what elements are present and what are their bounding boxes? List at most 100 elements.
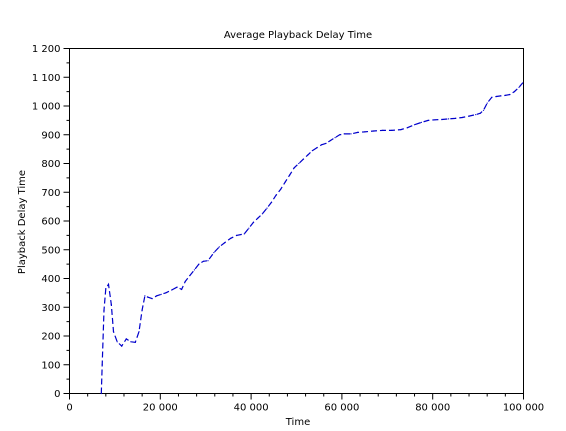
data-point bbox=[434, 119, 436, 121]
data-point bbox=[156, 295, 158, 297]
data-point bbox=[293, 167, 295, 169]
data-point bbox=[339, 134, 341, 136]
data-point bbox=[454, 117, 456, 119]
y-tick-label: 300 bbox=[41, 303, 60, 314]
series-group bbox=[100, 82, 524, 395]
data-point bbox=[461, 116, 463, 119]
y-tick-label: 700 bbox=[41, 188, 60, 199]
data-point bbox=[189, 275, 191, 277]
x-tick-label: 0 bbox=[66, 403, 72, 414]
x-tick-label: 100 000 bbox=[503, 403, 544, 414]
data-point bbox=[475, 114, 477, 116]
data-point bbox=[420, 121, 422, 123]
y-tick-label: 400 bbox=[41, 274, 60, 285]
data-point bbox=[198, 263, 200, 265]
y-tick-label: 600 bbox=[41, 217, 60, 228]
data-point bbox=[248, 227, 250, 229]
data-point bbox=[134, 341, 136, 343]
data-point bbox=[325, 142, 327, 144]
y-tick-label: 200 bbox=[41, 332, 60, 343]
x-tick-label: 80 000 bbox=[415, 403, 450, 414]
data-point bbox=[350, 133, 352, 135]
data-point bbox=[270, 201, 273, 203]
data-point bbox=[302, 158, 304, 160]
data-point bbox=[400, 129, 402, 131]
data-point bbox=[103, 309, 105, 311]
data-point bbox=[218, 246, 220, 248]
data-point bbox=[500, 95, 502, 97]
data-point bbox=[243, 233, 245, 235]
data-point bbox=[151, 298, 153, 300]
x-tick-label: 40 000 bbox=[234, 403, 269, 414]
data-point bbox=[289, 174, 291, 176]
x-tick-label: 60 000 bbox=[324, 403, 359, 414]
data-point bbox=[448, 118, 450, 120]
y-tick-label: 1 200 bbox=[32, 44, 61, 55]
data-point bbox=[252, 221, 254, 223]
data-point bbox=[257, 217, 259, 219]
data-point bbox=[207, 260, 209, 262]
data-point bbox=[329, 139, 332, 142]
data-point bbox=[320, 144, 323, 146]
data-point bbox=[141, 309, 143, 311]
data-point bbox=[407, 127, 409, 129]
data-point bbox=[504, 94, 506, 96]
data-point bbox=[160, 293, 162, 295]
data-point bbox=[176, 286, 178, 288]
data-point bbox=[144, 295, 146, 297]
data-point bbox=[236, 234, 238, 236]
data-point bbox=[105, 288, 107, 290]
data-point bbox=[479, 112, 481, 114]
data-point bbox=[491, 96, 493, 98]
data-point bbox=[495, 95, 497, 98]
data-point bbox=[138, 331, 140, 333]
y-tick-label: 500 bbox=[41, 245, 60, 256]
y-tick-label: 1 100 bbox=[32, 73, 61, 84]
data-point bbox=[261, 213, 263, 215]
data-point bbox=[125, 338, 127, 340]
y-tick-label: 800 bbox=[41, 159, 60, 170]
y-tick-label: 900 bbox=[41, 130, 60, 141]
data-point bbox=[121, 345, 123, 347]
data-point bbox=[110, 303, 112, 305]
data-point bbox=[427, 119, 429, 121]
data-point bbox=[391, 129, 393, 131]
data-point bbox=[413, 124, 416, 126]
chart-title: Average Playback Delay Time bbox=[224, 30, 372, 41]
data-point bbox=[382, 129, 384, 131]
y-axis-label: Playback Delay Time bbox=[17, 170, 28, 274]
data-point bbox=[513, 91, 516, 93]
data-point bbox=[357, 131, 359, 133]
data-point bbox=[130, 341, 132, 343]
data-point bbox=[171, 289, 173, 291]
data-point bbox=[334, 137, 336, 139]
data-point bbox=[284, 181, 286, 183]
data-point bbox=[373, 130, 375, 132]
data-point bbox=[280, 188, 282, 190]
data-point bbox=[441, 118, 443, 121]
data-point bbox=[202, 260, 204, 262]
data-point bbox=[509, 93, 511, 96]
data-point bbox=[486, 102, 488, 104]
data-point bbox=[213, 252, 215, 254]
y-tick-label: 1 000 bbox=[32, 102, 61, 113]
data-point bbox=[230, 237, 232, 239]
data-point bbox=[307, 154, 309, 156]
data-point bbox=[181, 288, 183, 290]
data-point bbox=[107, 283, 110, 285]
axis-ticks: 0 100 200 300 400 500 600 700 800 900 1 000 1 100 1 … bbox=[32, 44, 544, 414]
plot-frame bbox=[69, 48, 524, 394]
data-point bbox=[147, 296, 149, 298]
data-point bbox=[184, 280, 186, 282]
data-point bbox=[522, 82, 524, 84]
data-point bbox=[112, 331, 115, 333]
data-point bbox=[224, 242, 226, 244]
data-point bbox=[518, 86, 520, 88]
data-point bbox=[116, 341, 118, 343]
data-point bbox=[311, 150, 313, 152]
data-point bbox=[165, 292, 167, 294]
data-point bbox=[266, 207, 268, 209]
data-point bbox=[482, 109, 485, 111]
data-point bbox=[343, 133, 345, 135]
